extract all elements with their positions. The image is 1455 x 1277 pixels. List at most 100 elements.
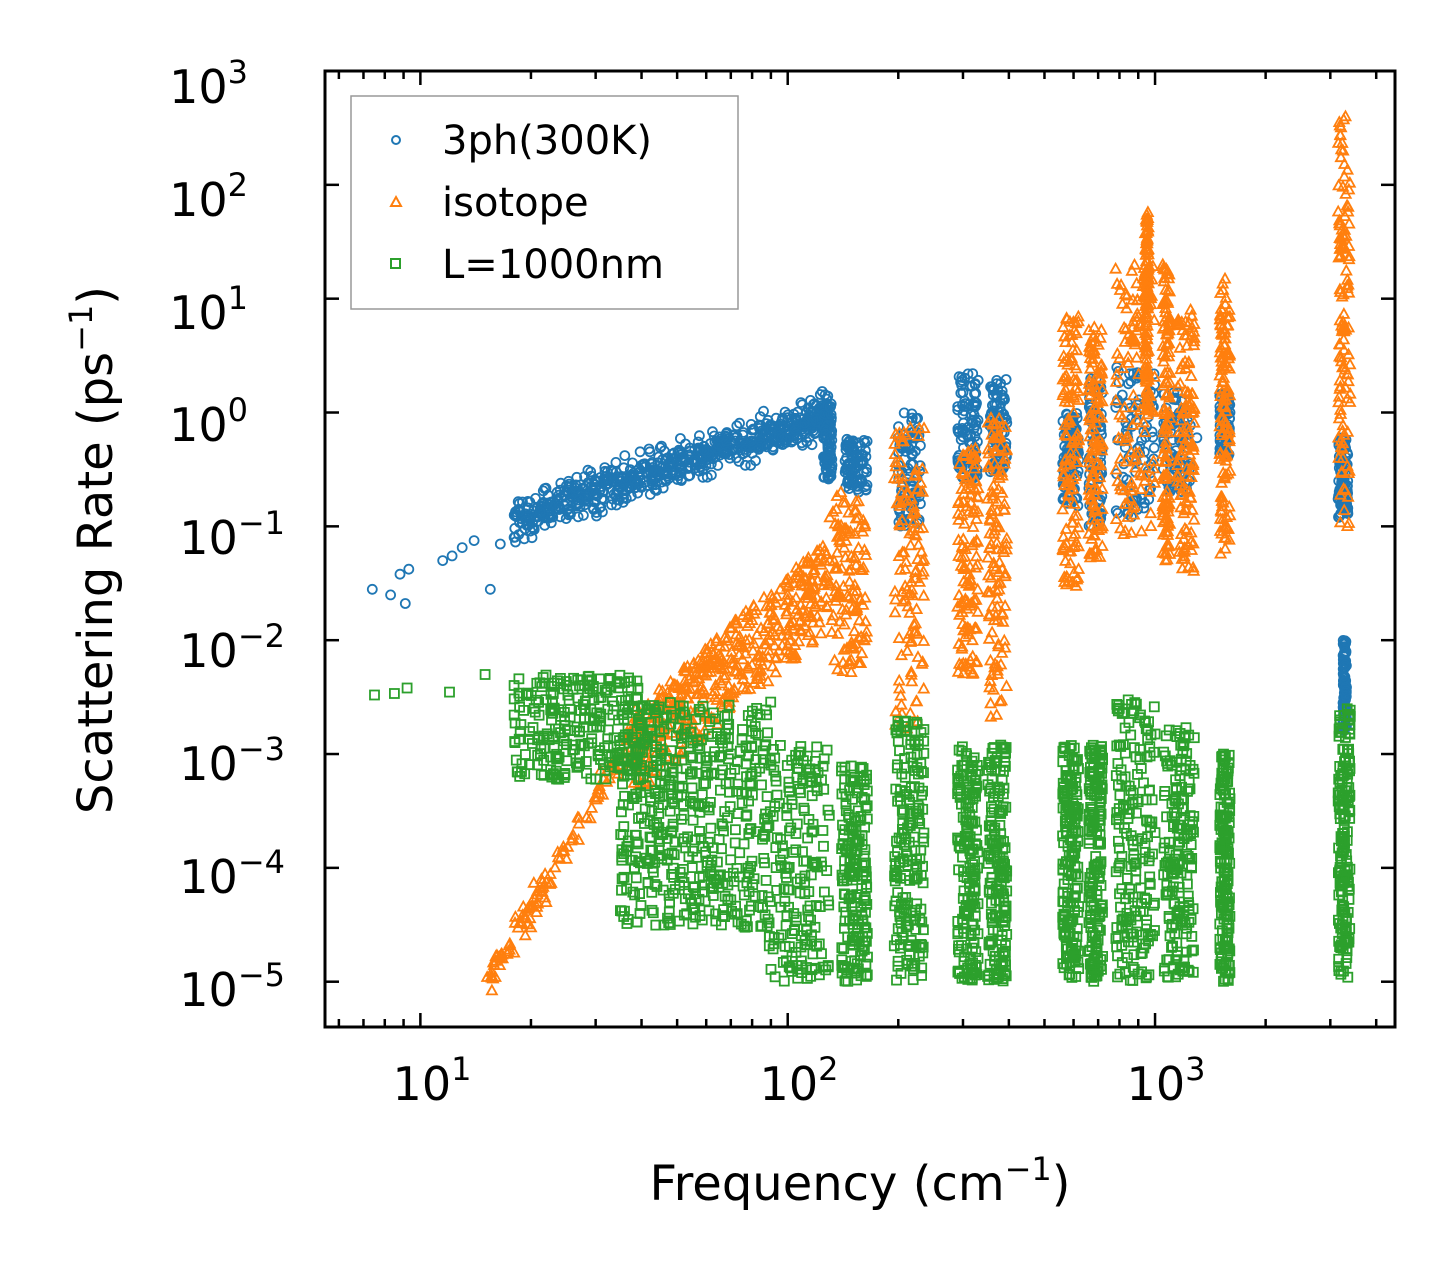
point-isotope — [807, 563, 821, 576]
point-isotope — [753, 649, 767, 662]
point-isotope — [814, 626, 828, 639]
point-3ph — [814, 389, 826, 400]
point-isotope — [689, 667, 703, 679]
point-isotope — [596, 787, 610, 800]
point-3ph — [608, 488, 620, 500]
point-3ph — [844, 460, 856, 471]
point-isotope — [766, 659, 780, 672]
point-3ph — [563, 509, 575, 521]
point-3ph — [698, 444, 710, 456]
point-3ph — [366, 583, 378, 595]
point-3ph — [824, 402, 836, 413]
point-3ph — [596, 493, 608, 505]
point-3ph — [578, 509, 589, 521]
point-3ph — [905, 458, 917, 470]
point-3ph — [673, 444, 685, 456]
point-isotope — [794, 597, 808, 610]
point-isotope — [819, 591, 833, 603]
point-isotope — [714, 649, 728, 662]
point-isotope — [705, 645, 719, 657]
point-3ph — [745, 418, 757, 430]
point-3ph — [739, 459, 751, 471]
point-3ph — [586, 470, 597, 482]
point-isotope — [855, 563, 869, 575]
point-3ph — [972, 374, 984, 386]
point-isotope — [518, 928, 532, 941]
point-3ph — [952, 423, 964, 435]
point-3ph — [898, 407, 910, 419]
point-3ph — [718, 447, 729, 459]
point-isotope — [826, 504, 840, 517]
point-isotope — [852, 656, 866, 668]
point-isotope — [816, 539, 830, 552]
point-3ph — [910, 445, 921, 457]
point-3ph — [853, 437, 864, 449]
point-3ph — [637, 458, 649, 470]
point-isotope — [733, 629, 747, 642]
point-3ph — [682, 461, 694, 473]
point-3ph — [851, 480, 862, 492]
point-3ph — [1338, 670, 1350, 682]
point-isotope — [842, 574, 857, 587]
point-3ph — [603, 478, 614, 489]
point-3ph — [534, 503, 546, 514]
point-isotope — [805, 635, 819, 648]
point-3ph — [992, 384, 1004, 396]
point-isotope — [847, 624, 861, 637]
point-3ph — [825, 445, 836, 457]
point-isotope — [736, 608, 750, 621]
point-3ph — [542, 489, 554, 501]
point-3ph — [952, 401, 964, 413]
point-3ph — [540, 482, 552, 494]
point-3ph — [761, 441, 772, 453]
point-3ph — [706, 469, 717, 481]
point-isotope — [782, 645, 796, 658]
point-3ph — [403, 563, 415, 575]
point-3ph — [588, 502, 599, 514]
point-3ph — [617, 485, 629, 497]
point-3ph — [651, 466, 663, 478]
point-3ph — [530, 492, 541, 504]
point-3ph — [723, 449, 735, 461]
point-isotope — [807, 582, 821, 594]
point-isotope — [732, 647, 746, 660]
point-3ph — [542, 497, 553, 509]
point-3ph — [1071, 408, 1082, 419]
point-3ph — [1339, 659, 1351, 671]
point-isotope — [811, 573, 825, 586]
point-3ph — [773, 430, 785, 442]
point-3ph — [840, 444, 852, 456]
point-3ph — [456, 542, 468, 553]
series-isotope-points — [480, 109, 1357, 996]
point-isotope — [718, 668, 732, 681]
point-isotope — [851, 541, 866, 553]
point-3ph — [1147, 431, 1159, 443]
point-3ph — [1339, 646, 1351, 658]
point-isotope — [557, 843, 571, 856]
point-isotope — [709, 634, 723, 647]
point-3ph — [842, 442, 854, 454]
point-3ph — [745, 459, 757, 471]
point-isotope — [696, 667, 710, 679]
point-3ph — [689, 462, 701, 474]
point-isotope — [803, 609, 817, 621]
point-isotope — [858, 614, 873, 627]
point-3ph — [612, 474, 624, 486]
point-3ph — [1124, 402, 1136, 414]
point-isotope — [524, 920, 538, 933]
point-3ph — [545, 517, 557, 529]
point-isotope — [801, 588, 815, 600]
point-isotope — [775, 638, 789, 651]
point-3ph — [523, 502, 534, 514]
point-isotope — [994, 439, 1008, 452]
point-isotope — [837, 617, 851, 630]
point-isotope — [779, 643, 793, 656]
point-isotope — [830, 561, 845, 574]
point-3ph — [798, 413, 809, 425]
point-isotope — [519, 911, 533, 924]
point-isotope — [516, 908, 530, 920]
point-isotope — [759, 599, 773, 612]
point-isotope — [767, 638, 782, 651]
point-3ph — [805, 406, 816, 418]
point-isotope — [583, 811, 597, 824]
